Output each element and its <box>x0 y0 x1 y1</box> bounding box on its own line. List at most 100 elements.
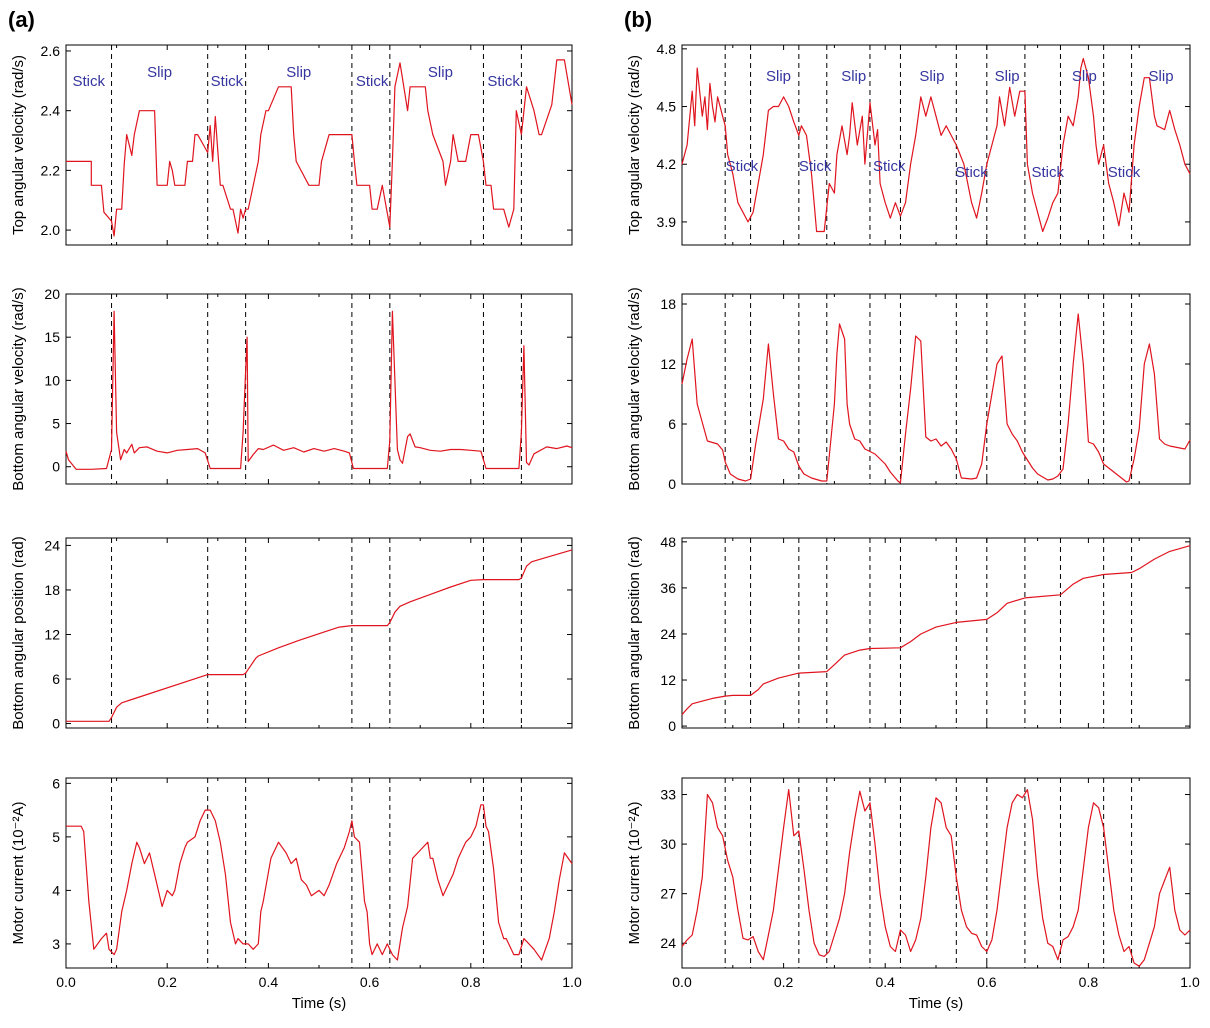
chart-5-ytick-label-0: 0 <box>668 476 676 492</box>
chart-7-xtick-label-5: 1.0 <box>1180 974 1200 990</box>
chart-0-ytick-label-2: 2.4 <box>41 103 61 119</box>
chart-2-ytick-label-1: 6 <box>52 671 60 687</box>
chart-3-ytick-label-1: 4 <box>52 882 60 898</box>
chart-6-ytick-label-4: 48 <box>660 534 676 550</box>
chart-4-annotation-stick-4: Stick <box>873 158 906 175</box>
chart-0-annotation-stick-0: Stick <box>73 73 106 90</box>
chart-7-xtick-label-2: 0.4 <box>875 974 895 990</box>
chart-7-ytick-label-3: 33 <box>660 787 676 803</box>
chart-4-annotation-slip-3: Slip <box>841 68 866 85</box>
chart-7-plot-frame <box>681 777 1191 969</box>
chart-0-annotation-slip-3: Slip <box>286 64 311 81</box>
chart-3-xtick-label-5: 1.0 <box>562 974 582 990</box>
chart-2-ytick-label-0: 0 <box>52 716 60 732</box>
chart-0-panel-label: (a) <box>8 7 35 32</box>
chart-6-ytick-label-1: 12 <box>660 672 676 688</box>
chart-6-ytick-label-0: 0 <box>668 718 676 734</box>
chart-7-xtick-label-0: 0.0 <box>672 974 692 990</box>
chart-5-ytick-label-2: 12 <box>660 356 676 372</box>
chart-7-ytick-label-1: 27 <box>660 886 676 902</box>
chart-6-series-line-0 <box>681 545 1191 715</box>
chart-4: 3.9 4.2 4.5 4.8 Top angular velocity (rad/s)… <box>624 7 1191 246</box>
chart-4-annotation-slip-7: Slip <box>995 68 1020 85</box>
chart-3-plot-frame <box>65 777 573 969</box>
chart-6-ytick-label-3: 36 <box>660 580 676 596</box>
chart-2-series-line-0 <box>66 549 573 722</box>
chart-3-ytick-label-3: 6 <box>52 775 60 791</box>
chart-2-ytick-label-3: 18 <box>44 582 60 598</box>
chart-7-y-axis-title: Motor current (10⁻²A) <box>626 802 643 945</box>
chart-2-y-axis-title: Bottom angular position (rad) <box>10 536 27 729</box>
chart-1-plot-frame <box>65 293 573 485</box>
chart-0-annotation-slip-5: Slip <box>428 64 453 81</box>
chart-2-ytick-label-2: 12 <box>44 626 60 642</box>
chart-3-ytick-label-0: 3 <box>52 936 60 952</box>
chart-2: 0 6 12 18 24 Bottom angular position (rad) <box>10 536 573 732</box>
chart-4-annotation-stick-8: Stick <box>1032 164 1065 181</box>
chart-3-ytick-label-2: 5 <box>52 829 60 845</box>
chart-4-annotation-stick-0: Stick <box>726 158 759 175</box>
chart-4-annotation-stick-6: Stick <box>955 164 988 181</box>
chart-7-xtick-label-1: 0.2 <box>774 974 794 990</box>
chart-7-xtick-label-3: 0.6 <box>977 974 997 990</box>
chart-3-y-axis-title: Motor current (10⁻²A) <box>10 802 27 945</box>
chart-1-ytick-label-0: 0 <box>52 459 60 475</box>
chart-3-xtick-label-4: 0.8 <box>461 974 481 990</box>
chart-4-series-line-0 <box>681 57 1191 233</box>
chart-7-ytick-label-2: 30 <box>660 836 676 852</box>
chart-5-plot-frame <box>681 293 1191 485</box>
chart-6-y-axis-title: Bottom angular position (rad) <box>626 536 643 729</box>
chart-0-ytick-label-0: 2.0 <box>41 222 61 238</box>
chart-1-ytick-label-1: 5 <box>52 416 60 432</box>
chart-6-ytick-label-2: 24 <box>660 626 676 642</box>
chart-4-annotation-slip-9: Slip <box>1072 68 1097 85</box>
chart-7-ytick-label-0: 24 <box>660 935 676 951</box>
chart-5-y-axis-title: Bottom angular velocity (rad/s) <box>626 287 643 490</box>
chart-0-y-axis-title: Top angular velocity (rad/s) <box>10 55 27 235</box>
chart-5-ytick-label-3: 18 <box>660 296 676 312</box>
chart-3-xtick-label-0: 0.0 <box>56 974 76 990</box>
chart-1-series-line-0 <box>65 310 573 470</box>
chart-4-panel-label: (b) <box>624 7 652 32</box>
chart-5-ytick-label-1: 6 <box>668 416 676 432</box>
chart-0-annotation-slip-1: Slip <box>147 64 172 81</box>
chart-7-xtick-label-4: 0.8 <box>1079 974 1099 990</box>
chart-4-annotation-stick-10: Stick <box>1108 164 1141 181</box>
chart-0-annotation-stick-4: Stick <box>356 73 389 90</box>
chart-1-ytick-label-3: 15 <box>44 329 60 345</box>
chart-1-y-axis-title: Bottom angular velocity (rad/s) <box>10 287 27 490</box>
chart-3-xtick-label-1: 0.2 <box>157 974 177 990</box>
chart-4-annotation-slip-11: Slip <box>1149 68 1174 85</box>
chart-4-annotation-slip-5: Slip <box>919 68 944 85</box>
chart-4-ytick-label-2: 4.5 <box>657 99 677 115</box>
chart-1-ytick-label-4: 20 <box>44 286 60 302</box>
chart-3: 3 4 5 6 0.0 0.2 0.4 0.6 0.8 1.0 Motor current (10⁻… <box>10 775 582 1012</box>
chart-3-x-axis-title: Time (s) <box>292 995 346 1012</box>
chart-2-ytick-label-4: 24 <box>44 537 60 553</box>
chart-0: 2.0 2.2 2.4 2.6 Top angular velocity (rad/s)… <box>8 7 573 246</box>
chart-4-y-axis-title: Top angular velocity (rad/s) <box>626 55 643 235</box>
chart-5: 0 6 12 18 Bottom angular velocity (rad/s) <box>626 287 1191 492</box>
chart-6-plot-frame <box>681 537 1191 729</box>
chart-4-ytick-label-3: 4.8 <box>657 41 677 57</box>
chart-3-xtick-label-3: 0.6 <box>360 974 380 990</box>
chart-0-annotation-stick-2: Stick <box>211 73 244 90</box>
chart-5-series-line-0 <box>681 313 1191 484</box>
chart-7-x-axis-title: Time (s) <box>909 995 963 1012</box>
chart-0-ytick-label-1: 2.2 <box>41 162 61 178</box>
chart-6: 0 12 24 36 48 Bottom angular position (rad) <box>626 534 1191 734</box>
chart-7: 24 27 30 33 0.0 0.2 0.4 0.6 0.8 1.0 Motor current … <box>626 777 1200 1012</box>
chart-3-series-line-0 <box>66 804 573 961</box>
chart-4-annotation-stick-2: Stick <box>799 158 832 175</box>
chart-4-annotation-slip-1: Slip <box>766 68 791 85</box>
chart-0-ytick-label-3: 2.6 <box>41 43 61 59</box>
chart-4-ytick-label-1: 4.2 <box>657 156 677 172</box>
chart-3-xtick-label-2: 0.4 <box>259 974 279 990</box>
chart-4-ytick-label-0: 3.9 <box>657 214 677 230</box>
chart-0-series-line-0 <box>66 59 573 237</box>
chart-1: 0 5 10 15 20 Bottom angular velocity (rad/s) <box>10 286 573 491</box>
chart-1-ytick-label-2: 10 <box>44 372 60 388</box>
chart-0-annotation-stick-6: Stick <box>487 73 520 90</box>
chart-7-series-line-0 <box>681 788 1191 967</box>
